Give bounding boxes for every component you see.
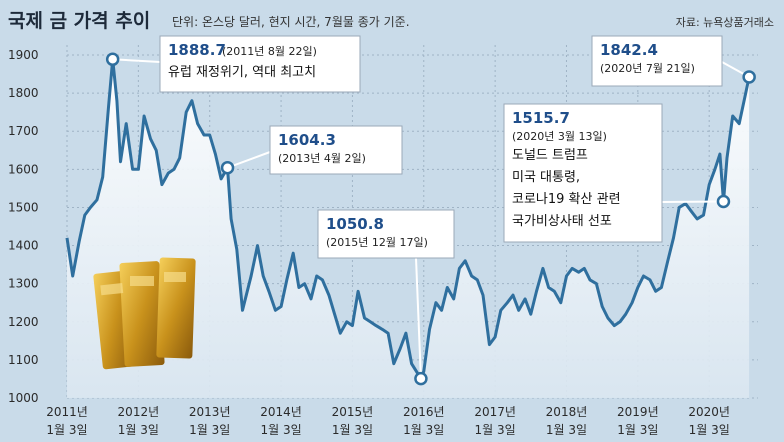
- x-tick-date: 1월 3일: [260, 423, 301, 437]
- y-tick-label: 1400: [8, 239, 39, 253]
- callout-marker: [414, 371, 428, 386]
- x-tick-date: 1월 3일: [118, 423, 159, 437]
- y-tick-label: 1500: [8, 200, 39, 214]
- x-tick-year: 2013년: [189, 405, 231, 419]
- callout-box: [159, 35, 361, 93]
- callout-1888-7: 1888.7(2011년 8월 22일) 유럽 재정위기, 역대 최고치: [105, 35, 361, 93]
- callout-value: 1050.8: [326, 215, 384, 233]
- callouts: 1888.7(2011년 8월 22일) 유럽 재정위기, 역대 최고치 1604.…: [105, 35, 756, 386]
- x-tick-year: 2017년: [474, 405, 516, 419]
- x-tick-date: 1월 3일: [403, 423, 444, 437]
- callout-box: [503, 103, 663, 243]
- callout-value: 1515.7: [512, 109, 570, 127]
- callout-value: 1888.7: [168, 41, 226, 59]
- price-area-fill: [67, 59, 750, 399]
- callout-connector: [661, 200, 724, 203]
- y-tick-label: 1300: [8, 277, 39, 291]
- x-tick-year: 2015년: [332, 405, 374, 419]
- x-tick-date: 1월 3일: [546, 423, 587, 437]
- x-tick-date: 1월 3일: [617, 423, 658, 437]
- callout-1604-3: 1604.3 (2013년 4월 2일): [220, 125, 403, 175]
- price-line: [65, 57, 751, 381]
- x-tick-date: 1월 3일: [475, 423, 516, 437]
- y-tick-label: 1900: [8, 48, 39, 62]
- callout-connector: [415, 257, 422, 379]
- callout-note: 유럽 재정위기, 역대 최고치: [168, 65, 316, 80]
- y-tick-label: 1200: [8, 315, 39, 329]
- x-tick-year: 2011년: [46, 405, 88, 419]
- x-tick-year: 2016년: [403, 405, 445, 419]
- y-tick-label: 1600: [8, 162, 39, 176]
- callout-1842-4: 1842.4 (2020년 7월 21일): [591, 35, 756, 87]
- x-tick-date: 1월 3일: [189, 423, 230, 437]
- callout-note: 미국 대통령,: [512, 170, 580, 185]
- x-tick-year: 2019년: [617, 405, 659, 419]
- y-tick-label: 1100: [8, 353, 39, 367]
- x-axis: 2011년 1월 3일 2012년 1월 3일 2013년 1월 3일 2014년 1월 3일…: [46, 405, 730, 437]
- callout-marker: [716, 194, 731, 209]
- callout-1050-8: 1050.8 (2015년 12월 17일): [317, 209, 455, 386]
- x-tick-year: 2012년: [118, 405, 160, 419]
- callout-note: 도널드 트럼프: [512, 148, 588, 163]
- x-tick-year: 2020년: [688, 405, 730, 419]
- x-tick-year: 2018년: [546, 405, 588, 419]
- callout-connector: [227, 151, 271, 169]
- callout-note: 국가비상사태 선포: [512, 214, 612, 229]
- price-area: [67, 59, 750, 399]
- callout-value: 1842.4: [600, 41, 658, 59]
- callout-box: [591, 35, 723, 87]
- callout-box: [269, 125, 403, 175]
- callout-marker: [742, 70, 756, 84]
- callout-date: (2011년 8월 22일): [222, 44, 317, 58]
- y-axis: 1000 1100 1200 1300 1400 1500 1600 1700 1800 1900: [8, 48, 39, 405]
- callout-date: (2020년 3월 13일): [512, 129, 607, 143]
- y-tick-label: 1800: [8, 86, 39, 100]
- callout-marker: [105, 52, 120, 67]
- unit-note: 단위: 온스당 달러, 현지 시간, 7월물 종가 기준.: [172, 15, 410, 29]
- callout-marker: [220, 160, 235, 175]
- chart-title: 국제 금 가격 추이: [8, 10, 150, 32]
- x-tick-year: 2014년: [260, 405, 302, 419]
- callout-note: 코로나19 확산 관련: [512, 192, 621, 207]
- x-tick-date: 1월 3일: [46, 423, 87, 437]
- source-note: 자료: 뉴욕상품거래소: [676, 16, 774, 29]
- callout-box: [317, 209, 455, 259]
- x-tick-date: 1월 3일: [689, 423, 730, 437]
- callout-date: (2020년 7월 21일): [600, 61, 695, 75]
- y-tick-label: 1000: [8, 391, 39, 405]
- callout-value: 1604.3: [278, 131, 336, 149]
- x-tick-date: 1월 3일: [332, 423, 373, 437]
- callout-connector: [112, 58, 161, 63]
- gold-bars-image: [93, 257, 196, 370]
- price-line-path: [65, 57, 751, 381]
- y-tick-label: 1700: [8, 124, 39, 138]
- callout-date: (2013년 4월 2일): [278, 151, 366, 165]
- callout-date: (2015년 12월 17일): [326, 235, 428, 249]
